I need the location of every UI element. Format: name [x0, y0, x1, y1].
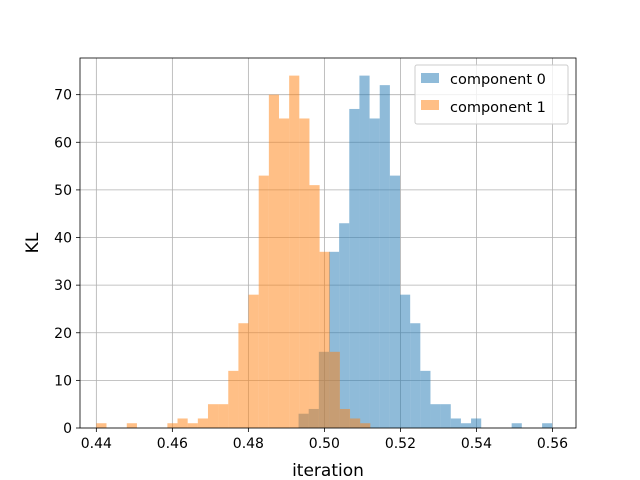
histogram-bar-component-0: [430, 404, 441, 428]
y-tick-label: 60: [54, 135, 72, 151]
legend-swatch-component-0: [421, 73, 439, 83]
histogram-bar-component-1: [350, 418, 361, 428]
histogram-bar-component-0: [349, 108, 360, 428]
legend-box: [414, 64, 569, 125]
histogram-bar-component-0: [359, 75, 370, 428]
histogram-bar-component-0: [379, 85, 390, 429]
histogram-bar-component-0: [440, 404, 451, 428]
y-axis-ticks: 0 10 20 30 40 50 60 70: [54, 88, 80, 437]
y-tick-label: 10: [54, 373, 72, 389]
histogram-bar-component-1: [96, 423, 107, 428]
legend-label-component-0: component 0: [450, 72, 546, 88]
histogram-bar-component-1: [279, 118, 290, 428]
legend: component 0 component 1: [414, 64, 569, 125]
x-tick-label: 0.56: [537, 436, 568, 452]
histogram-bar-component-0: [471, 418, 482, 428]
histogram-bar-component-0: [328, 251, 340, 428]
histogram-bar-component-1: [289, 75, 300, 428]
histogram-bar-component-0: [389, 175, 401, 428]
histogram-bar-component-1: [207, 404, 219, 428]
histogram-bar-component-0: [420, 370, 431, 428]
histogram-bars: [96, 75, 553, 429]
histogram-bar-component-1: [299, 118, 310, 428]
histogram-bar-component-1: [197, 418, 208, 428]
x-tick-label: 0.50: [309, 436, 340, 452]
axes-frame: [79, 57, 577, 429]
histogram-bar-component-1: [319, 251, 330, 428]
y-tick-label: 0: [63, 421, 72, 437]
x-axis-ticks: 0.44 0.46 0.48 0.50 0.52 0.54 0.56: [81, 428, 568, 452]
histogram-bar-component-1: [228, 370, 239, 428]
y-tick-label: 40: [54, 231, 72, 247]
histogram-bar-component-0: [511, 423, 522, 428]
y-tick-label: 20: [54, 326, 72, 342]
histogram-bar-component-1: [309, 185, 320, 428]
histogram-bar-component-0: [369, 118, 380, 428]
histogram-bar-component-1: [258, 175, 269, 428]
histogram-bar-component-1: [126, 423, 137, 428]
histogram-bar-component-1: [248, 294, 259, 428]
histogram-bar-component-1: [177, 418, 188, 428]
x-tick-label: 0.44: [81, 436, 112, 452]
y-tick-label: 30: [54, 278, 72, 294]
y-tick-label: 50: [54, 183, 72, 199]
histogram-bar-component-0: [460, 423, 472, 428]
histogram-bar-component-1: [268, 94, 280, 429]
histogram-bar-component-1: [329, 351, 340, 428]
legend-label-component-1: component 1: [450, 100, 546, 116]
y-tick-label: 70: [54, 88, 72, 104]
histogram-bar-component-0: [339, 223, 350, 428]
histogram-bar-component-0: [542, 423, 553, 428]
histogram-bar-component-0: [450, 418, 461, 428]
histogram-bar-component-1: [339, 408, 351, 428]
histogram-bar-component-1: [218, 404, 229, 428]
histogram-bar-component-1: [360, 423, 371, 428]
histogram-bar-component-1: [187, 423, 198, 428]
x-tick-label: 0.52: [385, 436, 416, 452]
x-axis-label: iteration: [292, 461, 364, 480]
x-tick-label: 0.54: [461, 436, 492, 452]
histogram-bar-component-0: [400, 294, 411, 428]
legend-swatch-component-1: [421, 100, 439, 110]
y-axis-label: KL: [23, 232, 43, 253]
x-tick-label: 0.46: [157, 436, 188, 452]
histogram-bar-component-1: [238, 323, 249, 428]
x-tick-label: 0.48: [233, 436, 264, 452]
histogram-bar-component-1: [167, 423, 178, 428]
histogram-bar-component-0: [410, 323, 421, 428]
